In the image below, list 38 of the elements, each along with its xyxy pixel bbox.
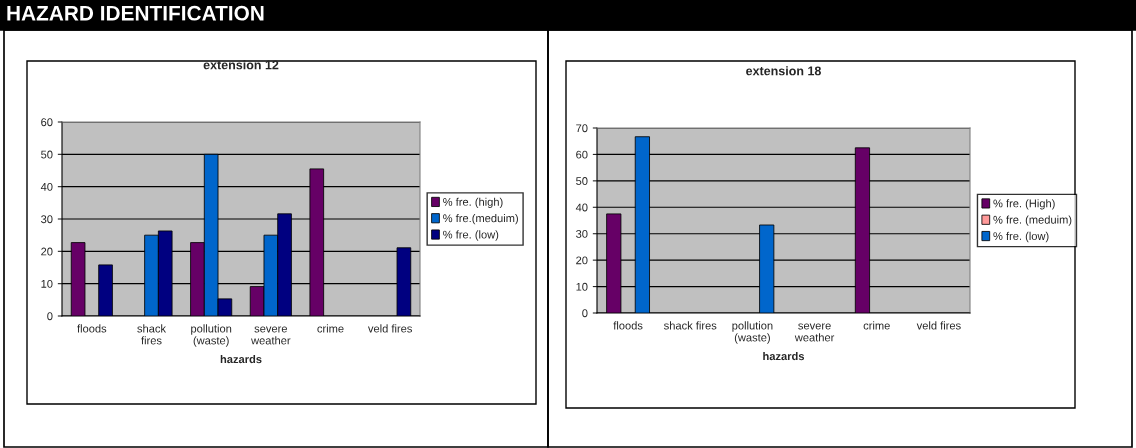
y-tick-label: 20	[576, 256, 588, 265]
y-tick-label: 30	[41, 215, 53, 224]
y-tick-label: 60	[41, 118, 53, 127]
x-axis-title: hazards	[763, 351, 805, 361]
y-tick-label: 20	[41, 247, 53, 256]
y-tick-label: 0	[582, 309, 588, 318]
y-tick-label: 50	[41, 150, 53, 159]
x-tick-label: veld fires	[367, 324, 412, 333]
x-tick-label: pollution (waste)	[732, 321, 773, 344]
text: HAZARD IDENTIFICATION	[7, 5, 264, 21]
chart-title: extension 18	[746, 66, 821, 76]
y-tick-label: 70	[576, 124, 588, 133]
x-tick-label: severe weather	[251, 326, 291, 345]
x-tick-label: crime	[317, 324, 344, 333]
y-tick-label: 60	[576, 150, 588, 159]
legend-label: % fre.(meduim)	[443, 214, 518, 225]
x-tick-label: pollution (waste)	[191, 324, 232, 347]
x-tick-label: floods	[613, 321, 643, 330]
x-tick-label: floods	[77, 324, 107, 333]
legend-label: % fre. (meduim)	[993, 215, 1072, 226]
y-tick-label: 10	[576, 282, 588, 291]
x-tick-label: crime	[863, 321, 890, 330]
y-tick-label: 40	[575, 203, 588, 212]
y-tick-label: 0	[47, 312, 53, 321]
y-tick-label: 50	[576, 177, 588, 185]
legend-label: % fre. (low)	[993, 231, 1049, 243]
chart-title: extension 12	[203, 60, 279, 70]
x-tick-label: shack fires	[664, 321, 717, 330]
x-tick-label: shack fires	[137, 324, 167, 345]
x-tick-label: severe weather	[794, 323, 835, 342]
legend-label: % fre. (High)	[993, 199, 1055, 210]
legend-label: % fre. (low)	[443, 230, 499, 241]
y-tick-label: 30	[576, 229, 588, 238]
x-axis-title: hazards	[220, 354, 262, 364]
y-tick-label: 40	[40, 182, 53, 191]
y-tick-label: 10	[41, 279, 53, 288]
legend-label: % fre. (high)	[443, 197, 503, 209]
x-tick-label: veld fires	[916, 321, 961, 330]
